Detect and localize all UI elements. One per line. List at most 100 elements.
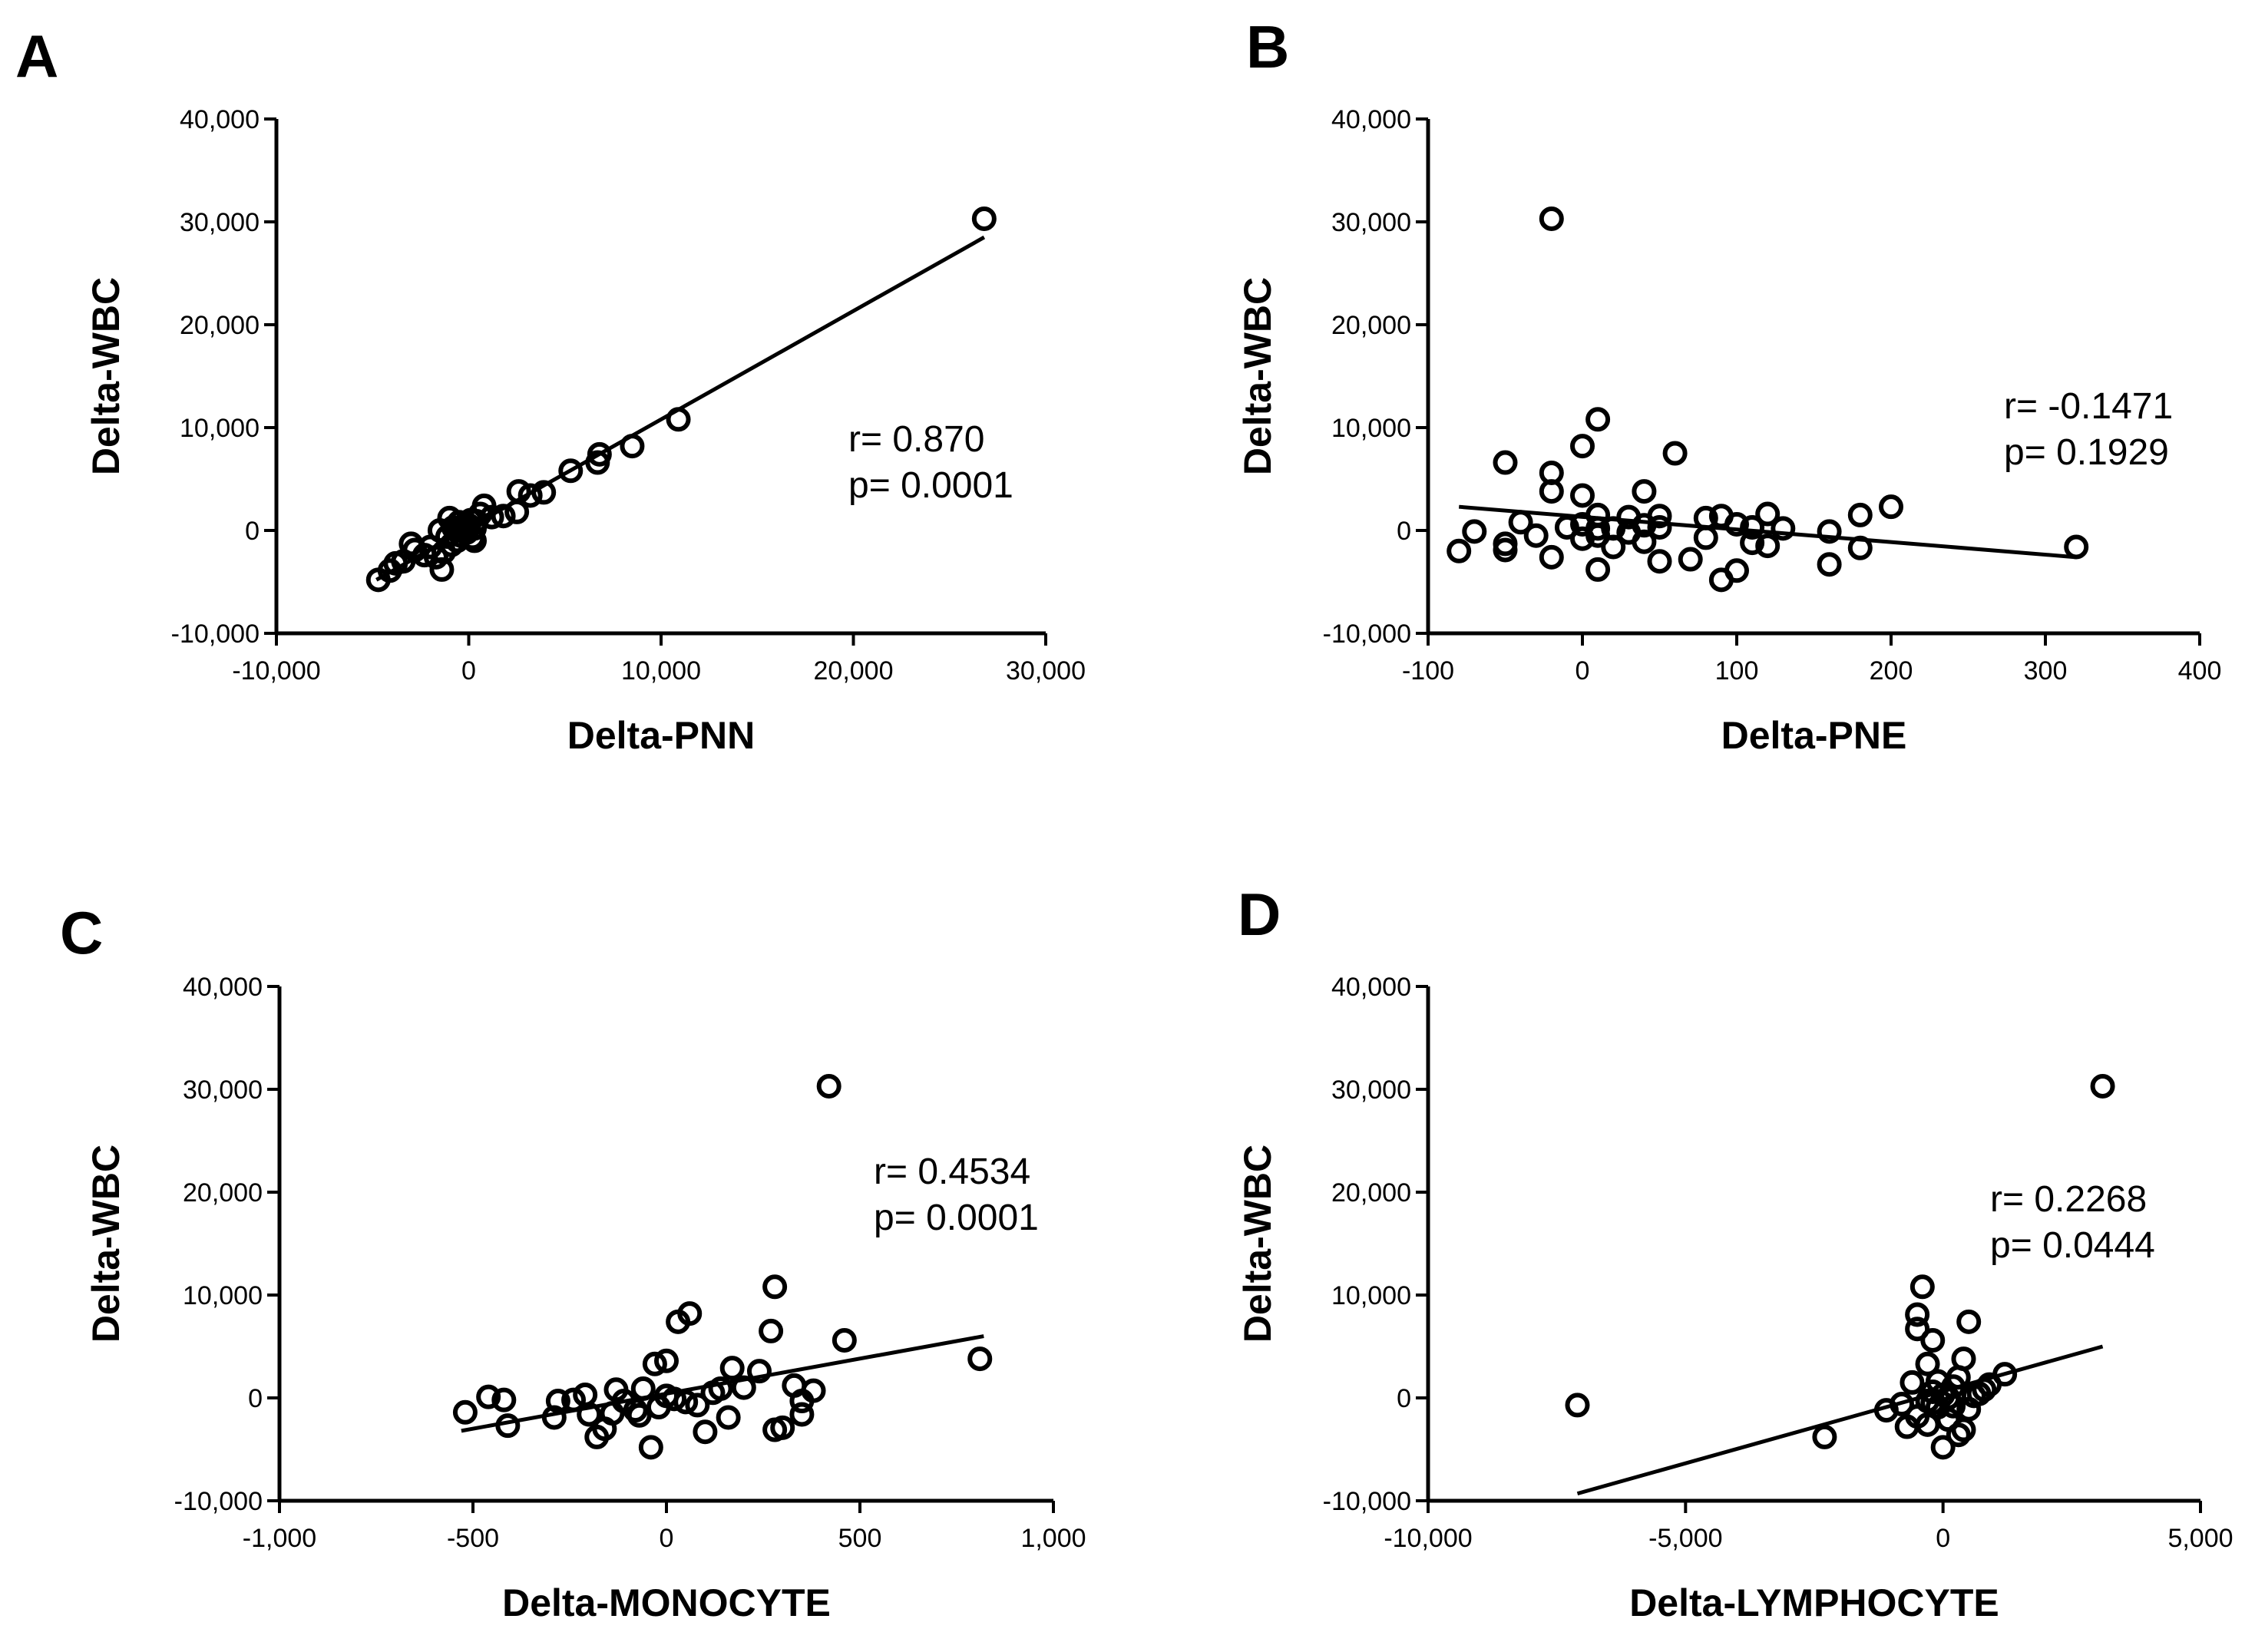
data-point — [1493, 450, 1518, 475]
data-point — [662, 1386, 687, 1412]
x-axis-label: Delta-LYMPHOCYTE — [1629, 1581, 1999, 1624]
data-point — [1817, 519, 1842, 544]
x-tick-label: 30,000 — [1006, 656, 1086, 686]
data-point — [630, 1376, 656, 1401]
data-point — [1930, 1435, 1956, 1460]
data-point — [1951, 1417, 1976, 1442]
data-point — [561, 1387, 587, 1412]
data-point — [1647, 504, 1672, 529]
data-point — [716, 1405, 741, 1430]
regression-line — [461, 1334, 984, 1433]
y-axis-label: Delta-WBC — [1236, 277, 1279, 475]
x-tick-label: -500 — [447, 1524, 499, 1553]
y-tick-label: 10,000 — [1331, 414, 1411, 443]
data-point — [452, 1399, 478, 1425]
x-tick-label: 5,000 — [2167, 1524, 2233, 1553]
data-point — [1972, 1377, 1997, 1403]
x-tick-label: 100 — [1715, 656, 1759, 686]
data-point — [1956, 1309, 1982, 1334]
panel-letter-c: C — [60, 899, 103, 966]
data-point — [1905, 1317, 1930, 1342]
data-point — [462, 528, 488, 553]
data-point — [541, 1405, 567, 1430]
data-point — [1447, 538, 1472, 563]
data-point — [1915, 1412, 1940, 1437]
correlation-p: p= 0.1929 — [2004, 432, 2169, 473]
y-tick-label: 10,000 — [183, 1281, 263, 1310]
x-tick-label: -10,000 — [1384, 1524, 1472, 1553]
y-tick-label: 30,000 — [180, 208, 260, 237]
data-point — [1771, 516, 1796, 541]
data-point — [2064, 534, 2089, 560]
data-point — [620, 434, 645, 459]
x-tick-label: -5,000 — [1648, 1524, 1722, 1553]
data-point — [1879, 494, 1903, 520]
data-point — [1920, 1327, 1946, 1353]
y-axis-label: Delta-WBC — [1236, 1145, 1279, 1343]
y-tick-label: 30,000 — [1331, 1075, 1411, 1105]
data-point — [762, 1274, 788, 1300]
y-tick-label: 20,000 — [1331, 1178, 1411, 1208]
y-tick-label: 10,000 — [1331, 1281, 1411, 1310]
data-point — [1539, 479, 1564, 504]
data-point — [445, 518, 470, 543]
data-point — [1570, 483, 1595, 508]
y-tick-label: -10,000 — [171, 620, 260, 649]
data-point — [1847, 502, 1873, 527]
data-point — [708, 1376, 733, 1401]
data-point — [1585, 557, 1611, 582]
x-axis-label: Delta-PNE — [1721, 714, 1907, 757]
data-point — [746, 1359, 772, 1384]
data-point — [638, 1435, 663, 1460]
x-tick-label: -100 — [1402, 656, 1454, 686]
data-point — [491, 504, 516, 529]
data-point — [1755, 534, 1781, 559]
y-tick-label: 0 — [1397, 517, 1411, 546]
data-point — [1724, 511, 1749, 537]
correlation-r: r= 0.4534 — [874, 1151, 1030, 1192]
data-point — [1647, 514, 1672, 540]
panel-a: A -10,000 0 10,000 20,000 30,000 40,000 -10,000… — [15, 22, 1086, 757]
regression-line — [1576, 1344, 2104, 1496]
data-point — [1601, 516, 1626, 541]
panel-b: B -10,000 0 10,000 20,000 30,000 40,000 -100 0 10… — [1236, 13, 2221, 757]
data-point — [558, 458, 584, 484]
data-point — [1539, 544, 1564, 570]
data-point — [1946, 1422, 1971, 1448]
data-point — [1678, 547, 1703, 572]
data-point — [759, 1318, 784, 1343]
data-point — [967, 1346, 993, 1372]
data-point — [666, 1309, 691, 1334]
data-point — [971, 206, 997, 231]
correlation-r: r= -0.1471 — [2004, 386, 2173, 427]
correlation-p: p= 0.0001 — [848, 465, 1013, 506]
x-tick-label: 500 — [838, 1524, 882, 1553]
y-tick-label: 0 — [245, 517, 260, 546]
y-tick-label: 40,000 — [1331, 105, 1411, 134]
data-point — [1554, 514, 1579, 540]
data-point — [1812, 1424, 1837, 1449]
data-point — [1724, 558, 1749, 583]
data-point — [832, 1327, 857, 1353]
data-point — [1647, 549, 1672, 574]
x-tick-label: 10,000 — [621, 656, 701, 686]
data-point — [600, 1401, 625, 1426]
data-point — [1740, 514, 1765, 540]
data-point — [573, 1382, 598, 1407]
data-point — [1900, 1370, 1925, 1395]
data-point — [1693, 525, 1718, 550]
y-tick-label: -10,000 — [1323, 620, 1411, 649]
x-tick-label: 200 — [1870, 656, 1913, 686]
y-axis-label: Delta-WBC — [84, 277, 127, 475]
data-point — [1585, 516, 1611, 541]
data-point — [1946, 1365, 1971, 1390]
data-point — [1632, 529, 1657, 554]
data-point — [517, 483, 543, 508]
x-axis-label: Delta-MONOCYTE — [502, 1581, 831, 1624]
data-point — [531, 480, 557, 505]
data-point — [603, 1377, 629, 1403]
data-point — [666, 407, 691, 432]
panel-d: D -10,000 0 10,000 20,000 30,000 40,000 -10,000… — [1236, 881, 2234, 1624]
regression-line — [1458, 504, 2077, 560]
